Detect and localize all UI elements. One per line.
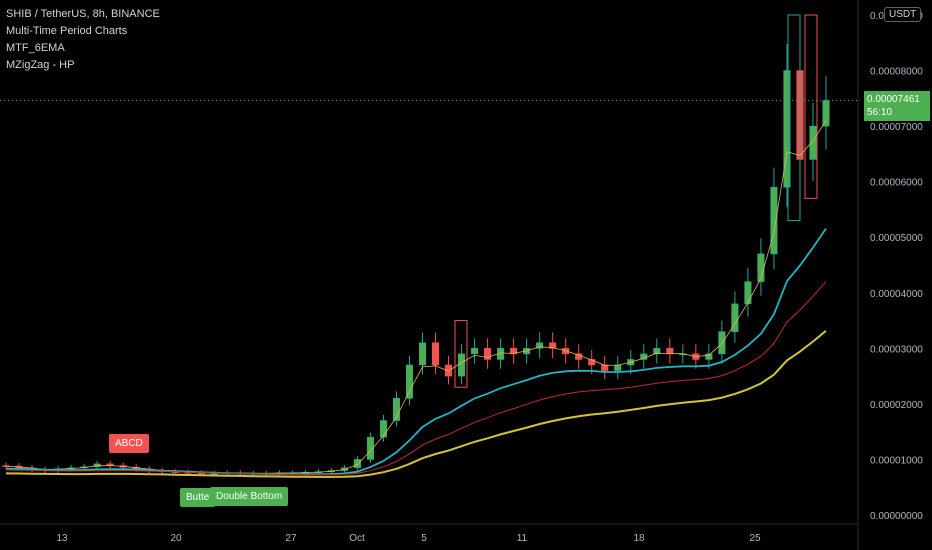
candle-body — [653, 348, 661, 355]
candle-body — [549, 342, 557, 349]
indicator-mzigzag[interactable]: MZigZag - HP — [6, 59, 75, 71]
candle-body — [666, 348, 674, 355]
symbol-title[interactable]: SHIB / TetherUS, 8h, BINANCE — [6, 8, 160, 20]
candle-body — [588, 359, 596, 366]
y-tick-label: 0.00002000 — [870, 400, 923, 411]
candle-body — [484, 348, 492, 360]
ema-line-2 — [5, 228, 827, 476]
candle-body — [744, 281, 752, 305]
last-price-value: 0.00007461 — [867, 94, 920, 105]
pattern-label-abcd[interactable]: ABCD — [109, 434, 149, 453]
pattern-label-butterfly[interactable]: Butte — [180, 488, 216, 507]
x-tick-label: 27 — [285, 533, 297, 544]
ema-line-1 — [5, 120, 827, 474]
candle-body — [822, 100, 830, 127]
x-tick-label: 5 — [421, 533, 427, 544]
candle-body — [471, 348, 479, 355]
candle-body — [783, 70, 791, 188]
y-tick-label: 0.00008000 — [870, 67, 923, 78]
ema-line-4 — [5, 330, 827, 478]
candle-body — [705, 353, 713, 360]
x-tick-label: 11 — [517, 533, 528, 544]
x-tick-label: 18 — [633, 533, 645, 544]
ema-line-3 — [5, 281, 827, 476]
mtf-box — [454, 320, 468, 388]
candle-body — [510, 348, 518, 355]
candle-body — [431, 342, 440, 366]
candle-body — [718, 331, 726, 355]
indicator-mtf-6ema[interactable]: MTF_6EMA — [6, 42, 65, 54]
candle-body — [458, 353, 466, 377]
countdown-timer: 56:10 — [867, 107, 893, 118]
y-tick-label: 0.00007000 — [870, 122, 923, 133]
candle-body — [353, 459, 361, 469]
y-tick-label: 0.00000000 — [870, 511, 923, 522]
y-tick-label: 0.00005000 — [870, 233, 923, 244]
candle-body — [379, 420, 388, 438]
pattern-label-double-bottom[interactable]: Double Bottom — [210, 487, 289, 506]
x-tick-label: Oct — [349, 533, 365, 544]
last-price-tag: 0.00007461 56:10 — [864, 91, 930, 121]
indicator-multi-time[interactable]: Multi-Time Period Charts — [6, 25, 128, 37]
candle-body — [809, 125, 817, 160]
candle-body — [770, 186, 778, 255]
candle-body — [418, 342, 427, 366]
mtf-box — [787, 14, 801, 222]
y-tick-label: 0.00001000 — [870, 455, 923, 466]
x-tick-label: 20 — [170, 533, 182, 544]
y-tick-label: 0.00006000 — [870, 178, 923, 189]
currency-button[interactable]: USDT — [884, 7, 922, 22]
x-tick-label: 13 — [56, 533, 68, 544]
chart-legend: SHIB / TetherUS, 8h, BINANCE Multi-Time … — [6, 6, 160, 74]
candle-body — [614, 364, 622, 371]
y-tick-label: 0.00003000 — [870, 344, 923, 355]
candle-body — [601, 364, 609, 371]
x-tick-label: 25 — [749, 533, 761, 544]
y-tick-label: 0.00004000 — [870, 289, 923, 300]
candle-body — [392, 398, 401, 421]
candle-body — [366, 436, 374, 460]
candle-body — [536, 342, 544, 349]
candle-body — [405, 364, 414, 399]
mtf-box — [804, 14, 818, 199]
